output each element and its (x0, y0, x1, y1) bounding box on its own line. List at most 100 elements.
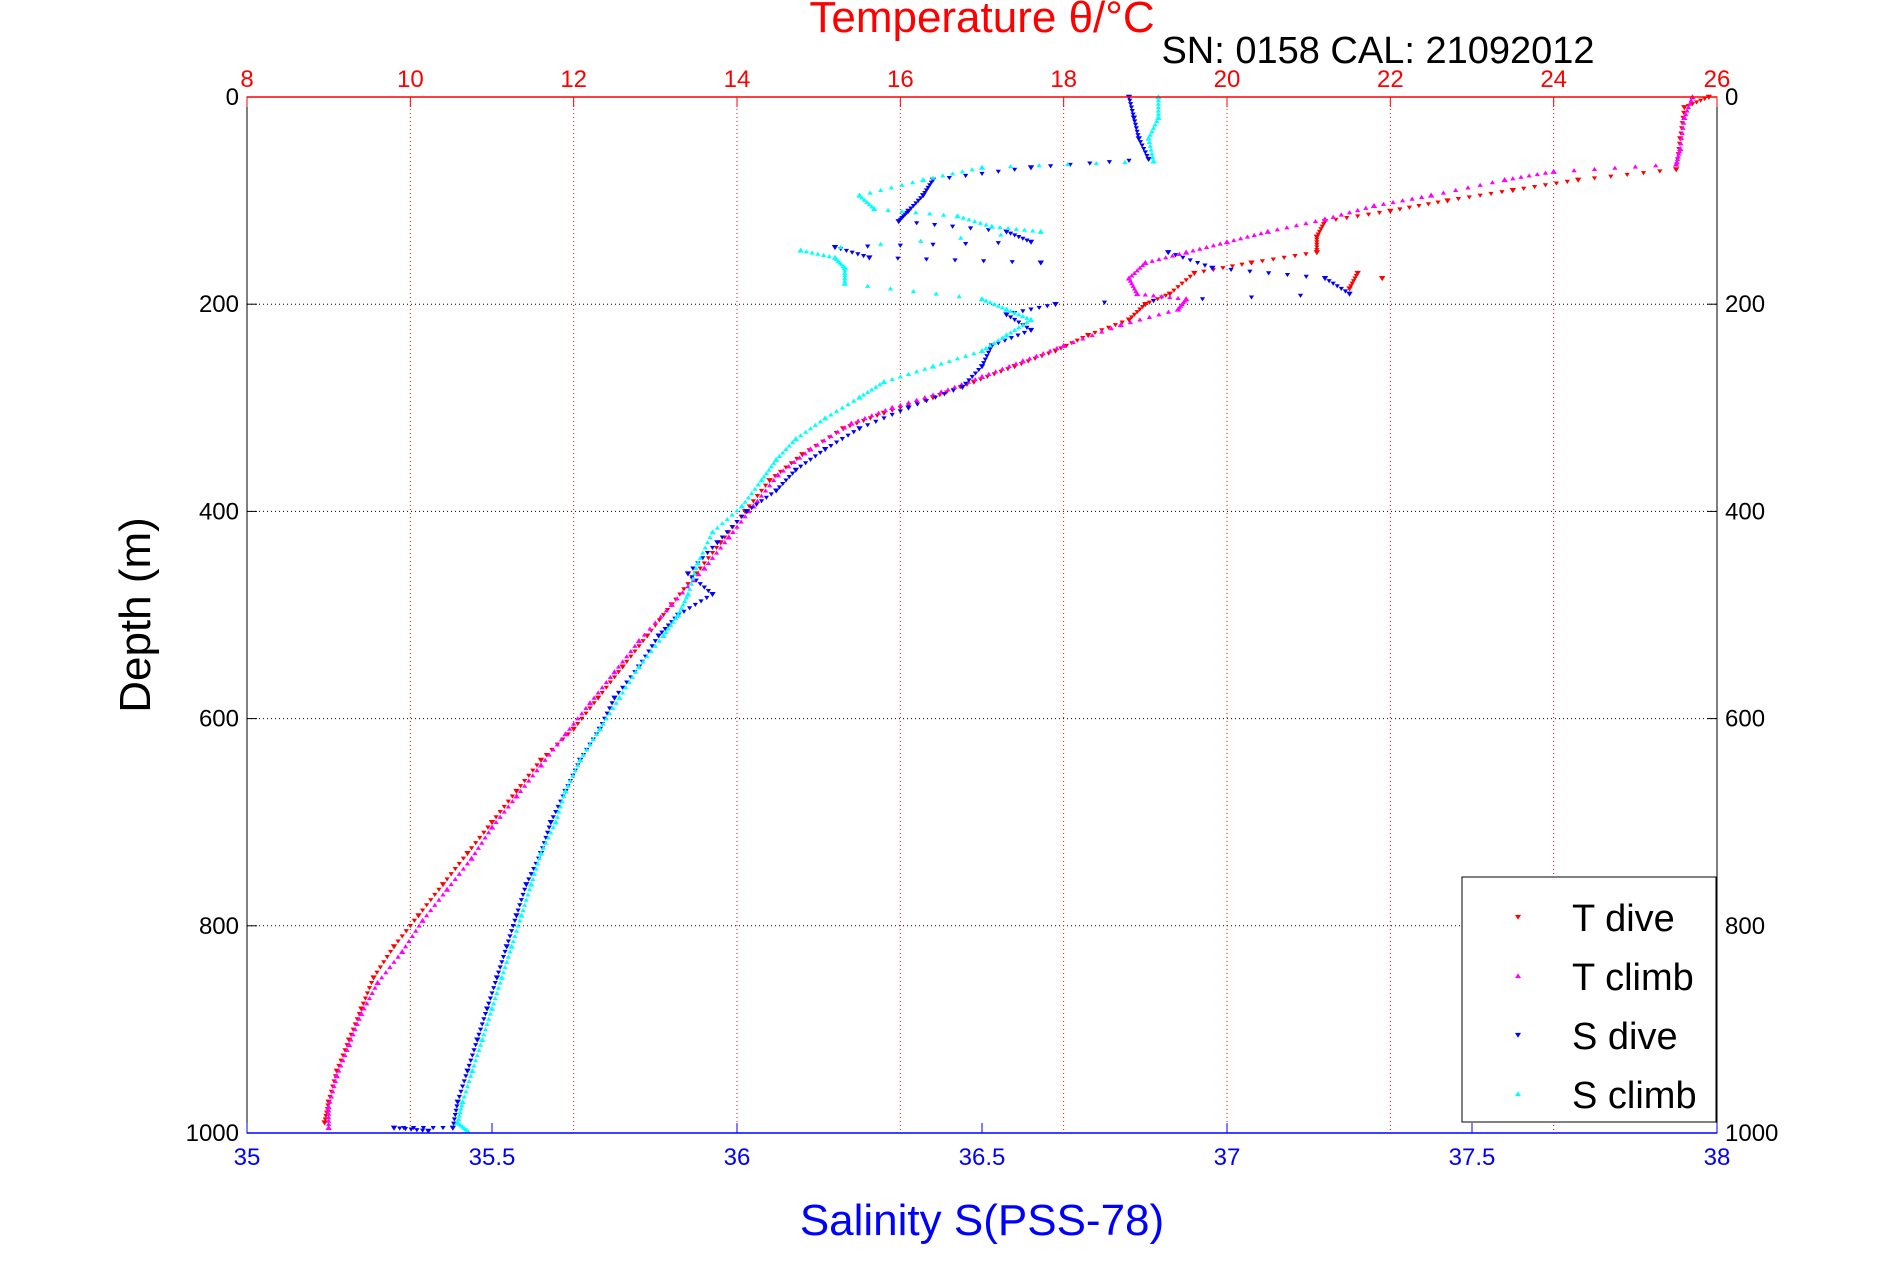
point-s-dive (705, 589, 712, 594)
point-t-climb (479, 840, 485, 845)
point-t-climb (713, 550, 720, 555)
point-s-climb (495, 985, 502, 990)
point-s-climb (867, 190, 873, 195)
point-s-climb (987, 343, 993, 348)
point-t-climb (472, 850, 478, 856)
point-t-climb (1679, 136, 1685, 141)
point-s-climb (487, 1011, 493, 1016)
point-t-climb (354, 1021, 360, 1027)
point-s-climb (978, 296, 986, 302)
point-s-dive (419, 1128, 426, 1133)
point-s-climb (969, 167, 975, 172)
point-s-dive (624, 680, 630, 685)
point-t-climb (875, 410, 882, 415)
point-s-dive (1126, 158, 1132, 163)
point-t-climb (1134, 268, 1140, 273)
point-s-dive (897, 409, 903, 414)
point-s-dive (849, 250, 855, 255)
point-s-climb (768, 464, 774, 469)
x-bottom-tick-label: 37.5 (1449, 1144, 1496, 1171)
point-s-dive (834, 440, 840, 445)
point-s-dive (1036, 305, 1042, 310)
point-s-climb (663, 629, 669, 635)
point-t-climb (1676, 149, 1683, 154)
point-s-climb (464, 1128, 471, 1134)
point-t-climb (1159, 294, 1165, 299)
point-s-climb (878, 241, 884, 246)
point-s-climb (910, 288, 916, 294)
point-t-dive (1314, 245, 1320, 250)
point-s-dive (481, 1017, 487, 1022)
point-s-climb (461, 1094, 467, 1099)
point-s-dive (662, 626, 668, 632)
point-s-dive (1141, 146, 1147, 152)
point-s-dive (499, 960, 505, 965)
point-s-dive (1134, 129, 1140, 134)
point-t-climb (1027, 356, 1033, 361)
point-s-climb (626, 680, 632, 685)
point-s-climb (565, 783, 571, 788)
point-t-climb (356, 1016, 362, 1021)
point-t-climb (579, 711, 585, 716)
point-t-climb (1355, 207, 1361, 213)
point-t-climb (517, 788, 524, 793)
point-t-climb (1419, 194, 1425, 199)
point-s-climb (656, 638, 663, 643)
point-t-climb (999, 366, 1006, 371)
point-s-climb (983, 222, 989, 227)
point-t-climb (1238, 236, 1244, 241)
point-s-climb (1036, 163, 1042, 168)
point-s-climb (1146, 139, 1153, 145)
point-s-climb (520, 907, 526, 913)
point-s-dive (995, 241, 1001, 246)
point-s-climb (1021, 227, 1028, 232)
point-t-climb (583, 705, 589, 711)
point-s-climb (865, 283, 871, 288)
point-t-climb (1133, 290, 1141, 297)
point-s-dive (905, 405, 912, 411)
point-s-dive (915, 198, 921, 203)
point-s-climb (807, 426, 814, 431)
point-t-dive (448, 872, 454, 877)
point-t-climb (327, 1099, 333, 1104)
point-s-climb (665, 626, 671, 631)
point-t-climb (945, 387, 951, 392)
point-t-climb (1501, 177, 1508, 183)
point-s-dive (1007, 231, 1014, 236)
point-s-dive (482, 1012, 489, 1017)
point-s-climb (897, 374, 903, 379)
point-s-dive (469, 1053, 475, 1058)
point-s-climb (1152, 122, 1158, 127)
point-s-climb (633, 669, 639, 674)
point-s-climb (940, 173, 946, 178)
point-s-climb (859, 195, 865, 200)
point-s-climb (469, 1067, 476, 1074)
point-s-climb (954, 213, 961, 219)
point-t-climb (436, 897, 442, 902)
point-s-dive (607, 706, 613, 711)
point-s-climb (492, 995, 498, 1001)
point-s-climb (463, 1089, 469, 1094)
point-s-climb (464, 1084, 471, 1089)
point-s-climb (1150, 155, 1156, 160)
point-t-dive (399, 934, 405, 939)
point-s-climb (1150, 158, 1157, 164)
point-t-climb (460, 866, 467, 871)
point-s-dive (1321, 276, 1329, 282)
point-s-climb (914, 369, 920, 374)
point-s-climb (1012, 310, 1018, 315)
point-s-climb (552, 819, 559, 825)
point-t-dive (1303, 252, 1309, 257)
point-s-dive (1165, 250, 1172, 256)
point-s-climb (603, 716, 609, 721)
point-s-climb (684, 591, 692, 597)
point-s-dive (515, 908, 521, 913)
point-t-dive (428, 898, 434, 903)
point-t-climb (632, 643, 638, 648)
point-t-climb (571, 721, 577, 726)
point-s-climb (817, 419, 823, 424)
point-t-climb (986, 371, 992, 376)
point-s-dive (665, 623, 671, 628)
point-s-climb (878, 187, 884, 193)
point-s-climb (763, 471, 769, 476)
